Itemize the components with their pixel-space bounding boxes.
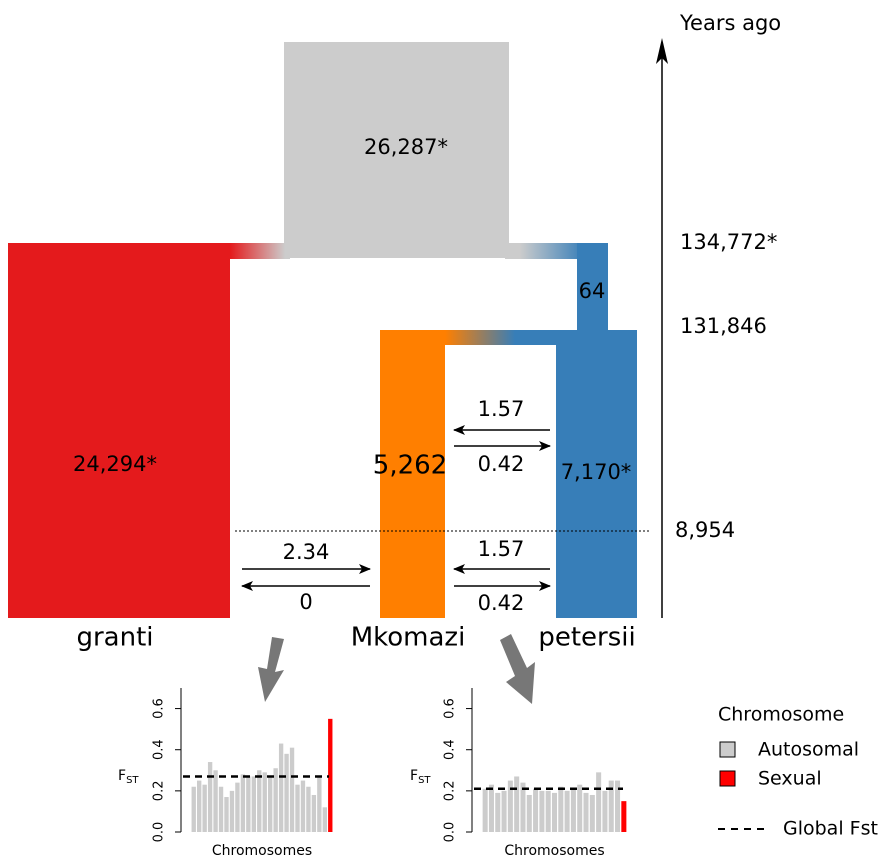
pointer-arrow [500,634,535,704]
y-tick-label: 0.2 [443,781,458,802]
size-label: 24,294* [73,452,157,476]
y-tick-label: 0.4 [152,739,167,760]
y-axis-label: FST [410,768,431,786]
bar [273,768,278,832]
bar [501,790,507,832]
bar [615,780,621,832]
bar [482,788,488,832]
time-arrowhead [656,38,668,64]
time-label: 8,954 [675,518,735,542]
bar [539,790,545,832]
legend-swatch [719,741,736,758]
bar [577,784,583,832]
migration-rate: 0.42 [478,591,525,615]
y-axis-label-main: F [118,768,126,784]
y-tick-label: 0.6 [443,698,458,719]
bar [589,794,595,832]
time-label: 131,846 [680,314,767,338]
bar [284,753,289,832]
mkomazi-block [380,330,445,618]
time-axis-label: Years ago [679,11,781,35]
bar [235,782,240,832]
bar [295,784,300,832]
x-axis-label: Chromosomes [212,843,312,858]
population-name: petersii [538,623,635,653]
bar [322,807,327,832]
migration-rate: 0 [299,590,312,614]
granti-block [8,243,230,618]
bar [507,780,513,832]
bar [229,790,235,832]
bar [278,743,284,832]
size-label: 5,262 [373,451,447,481]
y-tick-label: 0.4 [443,739,458,760]
population-name: granti [76,623,153,653]
bar [533,788,539,832]
x-axis-label: Chromosomes [504,843,604,858]
ancestral-block [284,42,509,258]
bar [328,718,333,832]
legend-title: Chromosome [718,704,844,726]
y-axis-label-sub: ST [126,775,139,786]
bar [246,776,251,832]
legend-label: Autosomal [758,739,859,761]
y-tick-label: 0.0 [152,822,167,843]
bar [317,776,322,832]
bar [488,784,494,832]
y-tick-label: 0.2 [152,781,167,802]
bar [621,801,627,832]
bar [191,786,196,832]
bar [300,780,306,832]
migration-rate: 2.34 [283,540,330,564]
y-axis-label: FST [118,768,139,786]
bar [240,774,246,832]
bar [495,792,501,832]
size-label: 26,287* [364,135,448,159]
population-name: Mkomazi [351,623,466,653]
bar [251,776,256,832]
migration-rate: 0.42 [478,452,525,476]
migration-rate: 1.57 [478,397,525,421]
bar [207,762,213,832]
bar [583,792,589,832]
bar [311,794,317,832]
petersii-ancestral-block [577,243,608,333]
legend-swatch [719,770,736,787]
legend-label: Global Fst [783,818,878,840]
bar [306,786,311,832]
petersii-block [556,330,637,618]
bar [197,780,202,832]
legend-label: Sexual [758,768,822,790]
bar [596,772,602,832]
size-label: 7,170* [561,460,632,484]
bar [213,770,218,832]
bar [514,776,520,832]
y-tick-label: 0.0 [443,822,458,843]
y-tick-label: 0.6 [152,698,167,719]
bar [218,786,224,832]
bar [551,792,558,832]
bar [202,784,207,832]
bar [558,786,564,832]
bar [257,770,262,832]
split-bar [440,330,560,345]
bar [268,776,273,832]
time-label: 134,772* [680,230,777,254]
migration-rate: 1.57 [478,537,525,561]
bar [526,794,532,832]
bar [520,782,526,832]
y-axis-label-main: F [410,768,418,784]
bar [608,780,614,832]
bar [564,790,570,832]
bar [224,797,229,832]
bar [545,790,551,832]
bar [602,790,608,832]
bar [570,788,576,832]
bar [262,772,267,832]
size-label: 64 [579,279,606,303]
pointer-arrow [258,637,284,702]
y-axis-label-sub: ST [418,775,431,786]
bar [289,747,295,832]
